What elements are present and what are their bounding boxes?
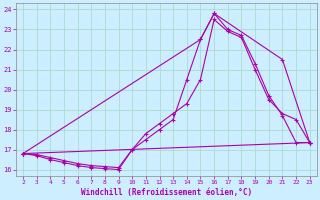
X-axis label: Windchill (Refroidissement éolien,°C): Windchill (Refroidissement éolien,°C) (81, 188, 252, 197)
